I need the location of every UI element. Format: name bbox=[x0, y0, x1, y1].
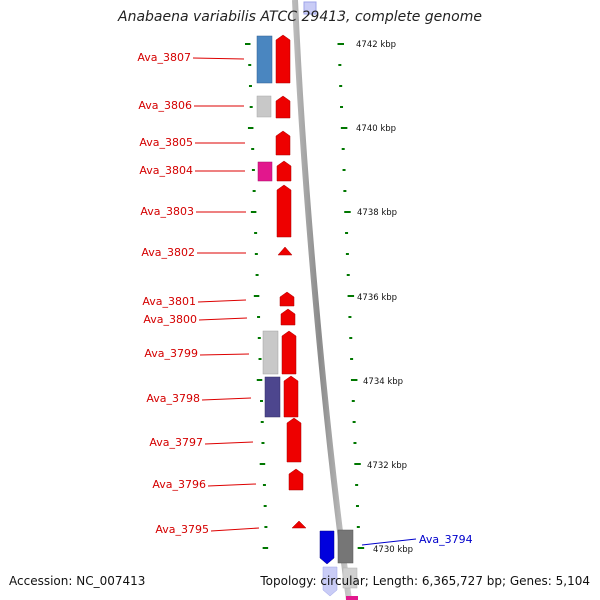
gene-label-Ava-3799[interactable]: Ava_3799 bbox=[144, 347, 198, 360]
map-title: Anabaena variabilis ATCC 29413, complete… bbox=[118, 9, 482, 25]
leader-line bbox=[201, 397, 252, 401]
gene-arrow-Ava-3804[interactable] bbox=[276, 160, 292, 182]
leader-line bbox=[207, 483, 257, 487]
gene-arrow-Ava-3795[interactable] bbox=[291, 520, 307, 529]
gene-arrow-Ava-3798[interactable] bbox=[283, 375, 299, 418]
scale-label-4742: 4742 kbp bbox=[356, 40, 396, 50]
gene-label-Ava-3798[interactable]: Ava_3798 bbox=[146, 392, 200, 405]
scale-label-4738: 4738 kbp bbox=[357, 208, 397, 218]
gene-label-Ava-3806[interactable]: Ava_3806 bbox=[138, 99, 192, 112]
gene-label-Ava-3800[interactable]: Ava_3800 bbox=[143, 313, 197, 326]
gene-arrow-partial-bottom bbox=[322, 566, 338, 597]
gene-arrow-Ava-3805[interactable] bbox=[275, 130, 291, 156]
gene-arrow-Ava-3801[interactable] bbox=[279, 291, 295, 307]
leader-line bbox=[197, 299, 247, 303]
scale-label-4736: 4736 kbp bbox=[357, 293, 397, 303]
gene-label-Ava-3794[interactable]: Ava_3794 bbox=[419, 533, 473, 546]
cog-bar-partial-magenta bbox=[346, 596, 358, 600]
gene-arrow-Ava-3799[interactable] bbox=[281, 330, 297, 375]
gene-arrow-Ava-3803[interactable] bbox=[276, 184, 292, 238]
cog-bar-Ava-3806 bbox=[256, 95, 272, 118]
cog-bar-partial-bottom bbox=[342, 567, 358, 589]
leader-line bbox=[199, 353, 250, 356]
scale-labels: 4742 kbp 4740 kbp 4738 kbp 4736 kbp 4734… bbox=[356, 40, 413, 555]
scale-label-4740: 4740 kbp bbox=[356, 124, 396, 134]
gene-arrow-Ava-3802[interactable] bbox=[277, 246, 293, 256]
leader-line bbox=[198, 317, 248, 321]
left-gene-labels: Ava_3807 Ava_3806 Ava_3805 Ava_3804 Ava_… bbox=[137, 51, 260, 536]
gene-arrows-forward bbox=[319, 530, 338, 597]
gene-label-Ava-3802[interactable]: Ava_3802 bbox=[141, 246, 195, 259]
gene-label-Ava-3795[interactable]: Ava_3795 bbox=[155, 523, 209, 536]
gene-arrow-Ava-3806[interactable] bbox=[275, 95, 291, 119]
gene-label-Ava-3801[interactable]: Ava_3801 bbox=[142, 295, 196, 308]
gene-label-Ava-3804[interactable]: Ava_3804 bbox=[139, 164, 193, 177]
genome-backbone bbox=[292, 0, 352, 600]
scale-ticks-left bbox=[245, 43, 269, 549]
cog-bars bbox=[256, 35, 358, 589]
scale-label-4732: 4732 kbp bbox=[367, 461, 407, 471]
right-gene-labels: Ava_3794 bbox=[361, 533, 473, 546]
scale-ticks-right bbox=[337, 43, 365, 549]
gene-label-Ava-3805[interactable]: Ava_3805 bbox=[139, 136, 193, 149]
cog-bar-Ava-3799 bbox=[262, 330, 279, 375]
gene-label-Ava-3803[interactable]: Ava_3803 bbox=[140, 205, 194, 218]
accession-label: Accession: NC_007413 bbox=[9, 574, 146, 588]
gene-arrow-partial-top bbox=[303, 1, 317, 15]
gene-label-Ava-3807[interactable]: Ava_3807 bbox=[137, 51, 191, 64]
scale-label-4730: 4730 kbp bbox=[373, 545, 413, 555]
scale-label-4734: 4734 kbp bbox=[363, 377, 403, 387]
genome-summary: Topology: circular; Length: 6,365,727 bp… bbox=[260, 574, 590, 588]
gene-arrow-Ava-3794[interactable] bbox=[319, 530, 335, 565]
gene-arrow-Ava-3796[interactable] bbox=[288, 468, 304, 491]
gene-arrows bbox=[275, 34, 307, 529]
cog-bar-Ava-3798 bbox=[264, 376, 281, 418]
gene-arrow-Ava-3797[interactable] bbox=[286, 417, 302, 463]
gene-label-Ava-3797[interactable]: Ava_3797 bbox=[149, 436, 203, 449]
leader-line bbox=[210, 527, 260, 532]
cog-bar-Ava-3807 bbox=[256, 35, 273, 84]
cog-bar-Ava-3804 bbox=[257, 161, 273, 182]
leader-line bbox=[361, 538, 417, 546]
gene-arrow-Ava-3807[interactable] bbox=[275, 34, 291, 84]
gene-label-Ava-3796[interactable]: Ava_3796 bbox=[152, 478, 206, 491]
cog-bar-Ava-3794-forward bbox=[337, 529, 354, 564]
leader-line bbox=[204, 441, 254, 445]
leader-line bbox=[192, 57, 245, 60]
gene-arrow-Ava-3800[interactable] bbox=[280, 308, 296, 326]
